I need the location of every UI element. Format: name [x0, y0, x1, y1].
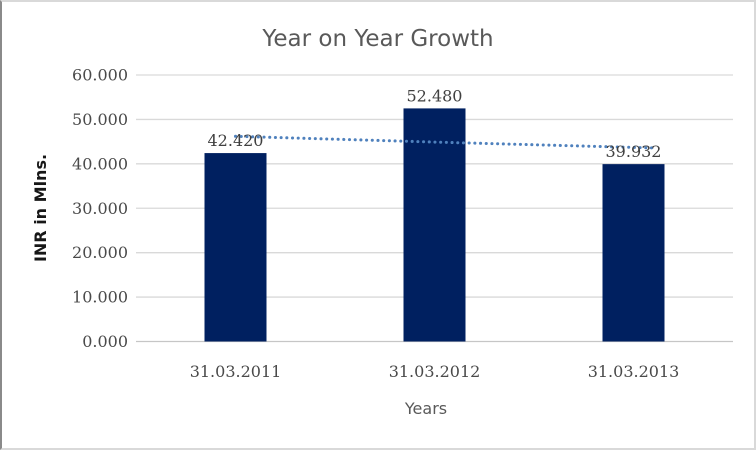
x-axis-tick-label: 31.03.2012 [389, 362, 481, 381]
y-axis-tick-label: 40.000 [72, 154, 128, 173]
y-axis-ticks-group: 0.000 10.000 20.000 30.000 40.000 50.000 60.00… [72, 66, 128, 352]
y-axis-title: INR in Mlns. [31, 154, 50, 262]
bar-data-label: 52.480 [407, 86, 463, 105]
y-axis-tick-label: 10.000 [72, 288, 128, 307]
bar [602, 164, 665, 342]
bar [204, 153, 267, 342]
bar-data-label: 39.932 [606, 142, 662, 161]
bars-group [204, 108, 665, 342]
trendline-group [234, 134, 657, 150]
x-axis-ticks-group: 31.03.2011 31.03.2012 31.03.2013 [190, 362, 680, 381]
data-labels-group: 42.420 52.480 39.932 [208, 86, 662, 161]
trendline-dotted [234, 134, 657, 150]
bar [403, 108, 466, 342]
bar-data-label: 42.420 [208, 131, 264, 150]
x-axis-tick-label: 31.03.2011 [190, 362, 282, 381]
chart-title: Year on Year Growth [261, 26, 493, 52]
y-axis-tick-label: 30.000 [72, 199, 128, 218]
x-axis-tick-label: 31.03.2013 [588, 362, 680, 381]
y-axis-tick-label: 60.000 [72, 66, 128, 85]
x-axis-title: Years [404, 399, 447, 418]
y-axis-tick-label: 50.000 [72, 110, 128, 129]
y-axis-tick-label: 20.000 [72, 243, 128, 262]
y-axis-tick-label: 0.000 [82, 332, 128, 351]
